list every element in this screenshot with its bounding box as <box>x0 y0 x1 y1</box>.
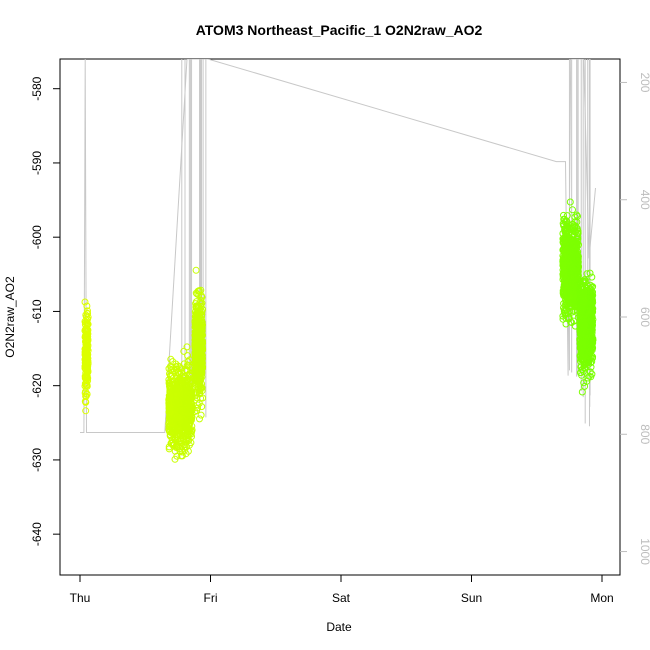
data-point <box>578 388 586 396</box>
data-point <box>83 370 91 378</box>
chart-title: ATOM3 Northeast_Pacific_1 O2N2raw_AO2 <box>196 22 483 38</box>
data-point <box>84 315 92 323</box>
data-point <box>182 450 190 458</box>
data-point <box>82 348 90 356</box>
x-tick-label: Thu <box>70 591 91 605</box>
data-point <box>168 420 175 428</box>
data-point <box>84 341 92 349</box>
data-point <box>166 392 174 400</box>
data-point <box>566 198 574 206</box>
x-tick-label: Sat <box>332 591 351 605</box>
data-point <box>175 399 183 407</box>
data-point <box>82 352 90 360</box>
data-point <box>84 362 92 370</box>
data-point <box>81 351 89 359</box>
x-tick-label: Sun <box>461 591 482 605</box>
data-point <box>176 437 184 445</box>
data-point <box>170 440 178 448</box>
x-axis-label: Date <box>326 620 352 634</box>
y-tick-label: -580 <box>30 76 44 100</box>
data-point <box>172 365 180 373</box>
data-point <box>184 352 192 360</box>
data-point <box>82 407 90 415</box>
data-point <box>83 326 91 334</box>
data-point <box>176 445 184 452</box>
y2-tick-label: 200 <box>638 72 650 92</box>
plot-frame <box>59 58 621 576</box>
data-point <box>187 417 195 425</box>
data-point <box>174 414 182 421</box>
data-point <box>169 365 177 373</box>
y-tick-label: -640 <box>30 522 44 546</box>
data-point <box>81 298 89 306</box>
y2-tick-label: 800 <box>638 424 650 444</box>
y2-tick-label: 600 <box>638 307 650 327</box>
data-point <box>165 408 173 416</box>
data-point <box>83 367 91 375</box>
secondary-series-line <box>80 59 596 433</box>
data-point <box>180 347 188 355</box>
data-point <box>174 426 182 434</box>
data-point <box>83 302 91 310</box>
data-point <box>569 206 576 214</box>
data-point <box>83 329 90 337</box>
data-point <box>177 432 185 440</box>
data-point <box>167 355 175 363</box>
data-point <box>175 369 182 377</box>
data-point <box>175 385 183 393</box>
y-tick-label: -610 <box>30 299 44 323</box>
y-tick-label: -620 <box>30 373 44 397</box>
data-point <box>167 409 175 417</box>
data-point <box>179 387 187 395</box>
y-tick-label: -600 <box>30 225 44 249</box>
data-point <box>173 436 181 444</box>
data-point <box>186 430 193 438</box>
data-point <box>171 455 179 463</box>
y2-tick-label: 1000 <box>638 538 650 565</box>
data-point <box>192 266 200 274</box>
data-point <box>183 343 191 351</box>
data-point <box>81 397 89 405</box>
data-point <box>82 311 90 319</box>
data-point <box>167 373 174 380</box>
data-point <box>165 399 173 407</box>
x-tick-label: Mon <box>590 591 613 605</box>
data-point <box>181 421 189 429</box>
data-point <box>185 426 193 434</box>
data-point <box>169 358 177 366</box>
data-point <box>196 415 203 423</box>
data-point <box>84 310 91 318</box>
data-point <box>84 359 92 367</box>
y-tick-label: -630 <box>30 448 44 472</box>
data-point <box>84 330 91 338</box>
y-tick-label: -590 <box>30 151 44 175</box>
data-point <box>185 413 193 421</box>
data-point <box>83 390 91 398</box>
data-point <box>82 325 90 333</box>
data-point <box>176 447 184 455</box>
y2-tick-label: 400 <box>638 190 650 210</box>
data-point <box>178 406 186 414</box>
data-point <box>167 432 175 440</box>
data-point <box>174 380 182 388</box>
data-point <box>172 390 180 398</box>
x-tick-label: Fri <box>204 591 218 605</box>
data-point <box>182 403 190 410</box>
data-point <box>82 374 90 382</box>
y-axis-label: O2N2raw_AO2 <box>3 276 17 358</box>
plot-area: -580 -590 -600 -610 -620 -630 -640 200 400 600 800… <box>30 58 650 605</box>
data-point <box>182 425 190 433</box>
data-point <box>183 362 191 370</box>
